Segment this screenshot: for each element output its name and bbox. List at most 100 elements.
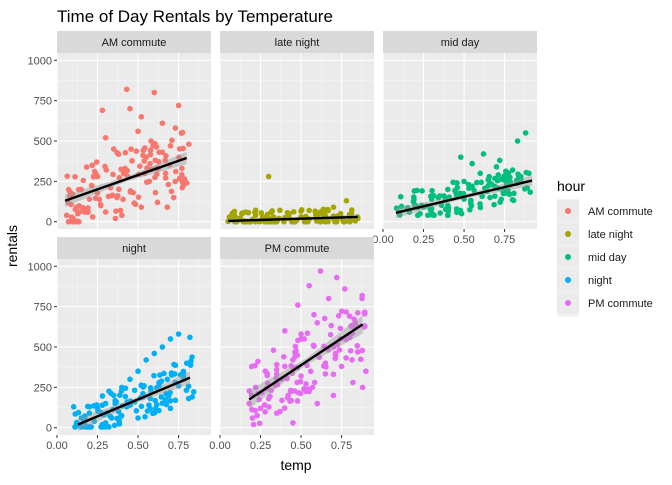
data-point (274, 361, 280, 368)
y-tick-label: 0 (46, 423, 52, 435)
data-point (524, 184, 531, 191)
data-point (419, 188, 425, 194)
data-point (99, 393, 106, 399)
data-point (179, 165, 185, 172)
data-point (317, 268, 324, 274)
data-point (509, 167, 516, 173)
data-point (138, 113, 145, 120)
data-point (397, 193, 404, 200)
facet-panel: PM commute 0.00 0.25 0.50 0.75 (209, 237, 374, 452)
data-point (265, 173, 272, 180)
data-point (158, 394, 165, 400)
data-point (284, 375, 290, 382)
data-point (114, 192, 121, 199)
data-point (311, 379, 318, 386)
legend-entry-label: night (588, 275, 612, 287)
data-point (72, 424, 78, 430)
data-point (256, 396, 263, 403)
data-point (167, 336, 174, 342)
x-tick-label: 0.75 (494, 234, 515, 246)
data-point (473, 179, 480, 186)
data-point (155, 158, 162, 165)
data-point (306, 282, 312, 289)
data-point (457, 190, 463, 197)
data-point (298, 208, 304, 214)
data-point (114, 149, 120, 156)
data-point (491, 183, 498, 190)
y-tick-label: 1000 (28, 261, 52, 273)
data-point (354, 342, 361, 349)
facet-panel: mid day 0.00 0.25 0.50 0.75 (372, 31, 537, 246)
data-point (113, 208, 119, 214)
data-point (497, 199, 503, 205)
data-point (343, 197, 350, 204)
data-point (164, 204, 171, 211)
y-tick-label: 1000 (28, 55, 52, 67)
data-point (180, 368, 187, 375)
x-tick-label: 0.75 (331, 440, 352, 452)
y-tick-label: 500 (34, 342, 52, 354)
data-point (72, 173, 78, 180)
data-point (89, 162, 96, 169)
data-point (64, 173, 71, 179)
facet-strip-label: night (122, 243, 146, 255)
data-point (286, 210, 292, 217)
data-point (93, 159, 100, 165)
facet-strip (57, 237, 211, 259)
data-point (343, 355, 349, 361)
data-point (131, 387, 138, 394)
x-tick-label: 0.00 (46, 440, 67, 452)
data-point (143, 179, 150, 185)
data-point (280, 353, 287, 360)
x-tick-label: 0.50 (290, 440, 311, 452)
data-point (65, 186, 72, 193)
data-point (108, 415, 115, 421)
data-point (69, 191, 76, 197)
legend-entry-label: AM commute (588, 206, 653, 218)
data-point (246, 388, 253, 394)
data-point (109, 192, 115, 199)
data-point (337, 325, 344, 332)
data-point (325, 218, 331, 225)
y-axis-label: rentals (4, 225, 20, 267)
data-point (354, 349, 361, 355)
data-point (135, 128, 141, 135)
data-point (288, 397, 294, 404)
data-point (277, 408, 283, 415)
data-point (154, 171, 160, 177)
facet-panel: AM commute 0 250 500 750 1000 (28, 31, 211, 229)
data-point (122, 393, 129, 400)
data-point (306, 207, 312, 214)
data-point (291, 388, 298, 394)
data-point (159, 149, 166, 155)
data-point (159, 344, 166, 350)
data-point (335, 313, 342, 319)
data-point (176, 154, 182, 161)
data-point (250, 421, 257, 428)
data-point (162, 157, 169, 164)
legend-key-dot (565, 231, 571, 237)
trend-line (228, 215, 358, 223)
data-point (398, 203, 405, 210)
data-point (68, 201, 74, 208)
data-point (116, 174, 123, 181)
data-point (99, 402, 106, 409)
data-point (179, 184, 186, 191)
data-point (261, 402, 268, 408)
data-point (147, 405, 153, 412)
legend-key-dot (565, 208, 571, 214)
facet-strip (57, 31, 211, 53)
data-point (122, 149, 129, 156)
legend-entry-label: PM commute (588, 298, 653, 310)
data-point (173, 168, 179, 175)
data-point (304, 330, 311, 337)
data-point (69, 218, 76, 225)
data-point (487, 194, 493, 201)
data-point (147, 384, 154, 391)
data-point (231, 208, 238, 215)
data-point (167, 397, 174, 404)
data-point (458, 210, 465, 217)
data-point (496, 157, 503, 164)
data-point (438, 202, 445, 209)
